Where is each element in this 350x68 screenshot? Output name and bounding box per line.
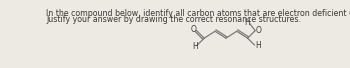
Text: O: O (190, 25, 196, 34)
Text: Justify your answer by drawing the correct resonance structures.: Justify your answer by drawing the corre… (46, 15, 301, 24)
Text: H: H (192, 42, 198, 51)
Text: H: H (245, 18, 250, 27)
Text: H: H (255, 41, 261, 50)
Text: O: O (256, 26, 261, 35)
Text: In the compound below, identify all carbon atoms that are electron deficient (δ+: In the compound below, identify all carb… (46, 9, 350, 18)
